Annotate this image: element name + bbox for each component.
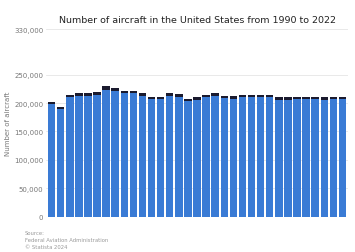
Bar	[139, 94, 146, 97]
Bar	[166, 94, 174, 96]
Bar	[175, 98, 182, 217]
Bar	[321, 100, 328, 217]
Bar	[212, 96, 219, 217]
Bar	[102, 87, 110, 91]
Bar	[248, 98, 255, 217]
Bar	[121, 94, 128, 217]
Bar	[130, 94, 137, 217]
Bar	[311, 98, 319, 100]
Bar	[66, 98, 73, 217]
Y-axis label: Number of aircraft: Number of aircraft	[5, 91, 11, 155]
Bar	[57, 110, 64, 217]
Bar	[257, 96, 264, 98]
Bar	[230, 99, 237, 217]
Bar	[330, 100, 337, 217]
Title: Number of aircraft in the United States from 1990 to 2022: Number of aircraft in the United States …	[59, 16, 335, 25]
Bar	[184, 102, 192, 217]
Bar	[111, 92, 119, 217]
Bar	[302, 98, 310, 100]
Bar	[148, 100, 155, 217]
Bar	[339, 98, 346, 100]
Bar	[93, 96, 101, 217]
Bar	[193, 100, 201, 217]
Bar	[75, 93, 83, 96]
Bar	[293, 100, 301, 217]
Bar	[220, 96, 228, 99]
Bar	[248, 96, 255, 98]
Bar	[284, 100, 292, 217]
Bar	[202, 96, 210, 98]
Bar	[184, 99, 192, 102]
Bar	[48, 105, 55, 217]
Bar	[157, 98, 164, 100]
Bar	[266, 98, 273, 217]
Bar	[148, 98, 155, 100]
Bar	[75, 96, 83, 217]
Text: Source:
Federal Aviation Administration
© Statista 2024: Source: Federal Aviation Administration …	[25, 231, 108, 249]
Bar	[111, 88, 119, 92]
Bar	[239, 98, 246, 217]
Bar	[66, 95, 73, 98]
Bar	[121, 91, 128, 94]
Bar	[157, 100, 164, 217]
Bar	[130, 91, 137, 94]
Bar	[330, 98, 337, 100]
Bar	[93, 93, 101, 96]
Bar	[302, 100, 310, 217]
Bar	[230, 97, 237, 99]
Bar	[102, 91, 110, 217]
Bar	[202, 98, 210, 217]
Bar	[339, 100, 346, 217]
Bar	[84, 97, 92, 217]
Bar	[220, 99, 228, 217]
Bar	[175, 95, 182, 98]
Bar	[284, 98, 292, 100]
Bar	[321, 98, 328, 100]
Bar	[84, 94, 92, 97]
Bar	[311, 100, 319, 217]
Bar	[139, 97, 146, 217]
Bar	[266, 96, 273, 98]
Bar	[293, 98, 301, 100]
Bar	[166, 96, 174, 217]
Bar	[57, 108, 64, 110]
Bar	[48, 103, 55, 105]
Bar	[212, 94, 219, 96]
Bar	[239, 96, 246, 98]
Bar	[275, 98, 283, 100]
Bar	[193, 98, 201, 100]
Bar	[257, 98, 264, 217]
Bar	[275, 100, 283, 217]
